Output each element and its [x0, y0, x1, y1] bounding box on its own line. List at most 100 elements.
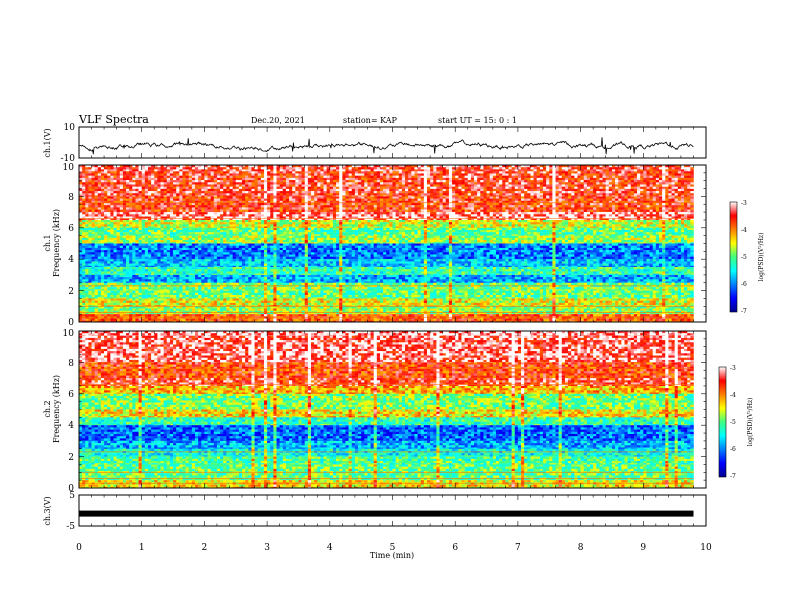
spectrogram-cell	[605, 182, 610, 185]
spectrogram-cell	[147, 173, 152, 176]
spectrogram-cell	[615, 186, 619, 190]
spectrogram-cell	[442, 212, 447, 215]
spectrogram-cell	[414, 195, 418, 197]
spectrogram-cell	[201, 198, 205, 201]
spectrogram-cell	[499, 211, 503, 213]
spectrogram-cell	[533, 173, 538, 176]
spectrogram-cell	[417, 175, 422, 179]
spectrogram-cell	[135, 165, 139, 168]
spectrogram-cell	[611, 169, 616, 172]
spectrogram-cell	[649, 195, 654, 197]
spectrogram-cell	[546, 211, 550, 213]
spectrogram-cell	[339, 216, 343, 219]
spectrogram-cell	[270, 184, 274, 187]
spectrogram-cell	[116, 186, 121, 190]
spectrogram-cell	[668, 188, 672, 192]
spectrogram-cell	[649, 173, 654, 176]
spectrogram-cell	[154, 211, 158, 213]
spectrogram-cell	[564, 173, 569, 176]
spectrogram-cell	[157, 196, 161, 199]
spectrogram-cell	[354, 169, 359, 172]
spectrogram-cell	[658, 165, 663, 168]
spectrogram-cell	[232, 214, 237, 217]
spectrogram-cell	[173, 205, 177, 208]
spectrogram-cell	[564, 200, 569, 204]
spectrogram-cell	[91, 193, 95, 196]
spectrogram-cell	[524, 184, 528, 187]
spectrogram-cell	[655, 188, 660, 192]
spectrogram-cell	[652, 198, 657, 201]
spectrogram-cell	[533, 205, 538, 208]
spectrogram-cell	[442, 191, 447, 194]
spectrogram-cell	[336, 212, 340, 215]
spectrogram-cell	[298, 188, 302, 192]
spectrogram-cell	[549, 173, 553, 176]
spectrogram-cell	[652, 203, 657, 206]
spectrogram-cell	[530, 165, 534, 168]
spectrogram-cell	[116, 205, 121, 208]
spectrogram-cell	[637, 175, 641, 179]
spectrogram-cell	[345, 198, 349, 201]
spectrogram-cell	[88, 171, 92, 174]
spectrogram-cell	[295, 205, 299, 208]
spectrogram-cell	[455, 167, 459, 170]
spectrogram-cell	[577, 173, 581, 176]
spectrogram-cell	[251, 191, 255, 194]
spectrogram-cell	[314, 177, 318, 181]
spectrogram-cell	[191, 188, 196, 192]
spectrogram-cell	[213, 186, 218, 190]
spectrogram-cell	[630, 209, 635, 212]
spectrogram-cell	[596, 200, 600, 204]
spectrogram-cell	[668, 167, 672, 170]
spectrogram-cell	[495, 182, 500, 185]
spectrogram-cell	[552, 167, 556, 170]
spectrogram-cell	[621, 196, 625, 199]
spectrogram-cell	[574, 165, 578, 168]
spectrogram-cell	[248, 167, 252, 170]
spectrogram-cell	[144, 188, 149, 192]
spectrogram-cell	[508, 177, 512, 181]
spectrogram-cell	[176, 205, 180, 208]
spectrogram-cell	[204, 200, 208, 204]
spectrogram-cell	[97, 211, 102, 213]
spectrogram-cell	[586, 209, 591, 212]
spectrogram-cell	[452, 175, 456, 179]
spectrogram-cell	[173, 203, 177, 206]
spectrogram-cell	[245, 216, 249, 219]
spectrogram-cell	[514, 186, 519, 190]
spectrogram-cell	[477, 165, 481, 168]
spectrogram-cell	[91, 186, 95, 190]
spectrogram-cell	[289, 200, 293, 204]
spectrogram-cell	[386, 173, 390, 176]
spectrogram-cell	[398, 184, 403, 187]
spectrogram-cell	[574, 198, 578, 201]
spectrogram-cell	[94, 173, 99, 176]
spectrogram-cell	[348, 214, 353, 217]
spectrogram-cell	[113, 165, 117, 168]
spectrogram-cell	[527, 173, 531, 176]
spectrogram-cell	[195, 212, 199, 215]
spectrogram-cell	[662, 193, 666, 196]
spectrogram-cell	[323, 191, 327, 194]
spectrogram-cell	[342, 173, 346, 176]
spectrogram-cell	[618, 196, 622, 199]
spectrogram-cell	[492, 169, 497, 172]
spectrogram-cell	[401, 171, 406, 174]
spectrogram-cell	[85, 196, 89, 199]
spectrogram-cell	[94, 212, 99, 215]
spectrogram-cell	[458, 214, 462, 217]
spectrogram-cell	[317, 216, 321, 219]
spectrogram-cell	[680, 175, 685, 179]
spectrogram-cell	[552, 209, 556, 212]
spectrogram-cell	[361, 207, 365, 210]
spectrogram-cell	[643, 196, 647, 199]
spectrogram-cell	[248, 193, 252, 196]
spectrogram-cell	[608, 200, 613, 204]
spectrogram-cell	[474, 188, 478, 192]
spectrogram-cell	[242, 184, 246, 187]
spectrogram-cell	[687, 203, 691, 206]
spectrogram-cell	[452, 200, 456, 204]
spectrogram-cell	[677, 211, 682, 213]
spectrogram-cell	[182, 193, 186, 196]
spectrogram-cell	[508, 184, 512, 187]
